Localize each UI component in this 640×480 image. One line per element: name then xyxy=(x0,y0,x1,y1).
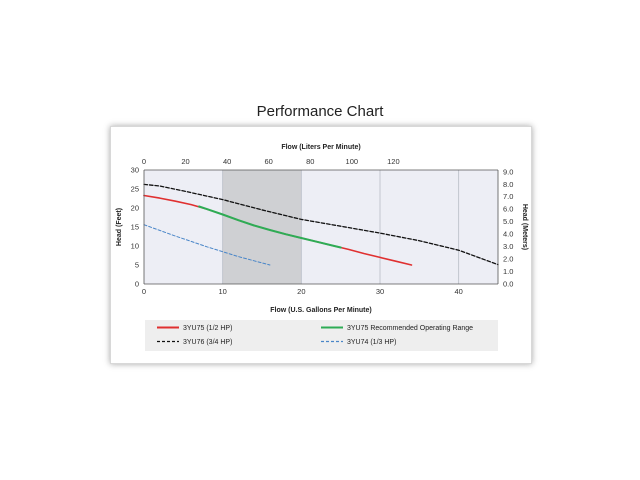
legend-label-4: 3YU74 (1/3 HP) xyxy=(347,339,396,346)
x2-axis-title: Flow (Liters Per Minute) xyxy=(281,144,360,151)
y-tick-label: 15 xyxy=(131,223,139,232)
legend-label-1: 3YU75 (1/2 HP) xyxy=(183,325,232,332)
y-tick-label: 0 xyxy=(135,280,139,289)
legend-label-2: 3YU75 Recommended Operating Range xyxy=(347,325,473,332)
y-tick-label: 30 xyxy=(131,166,139,175)
performance-chart: 0 10 20 30 40 0 20 40 60 80 100 120 0 5 10 15 20 25 30 0.0 1… xyxy=(116,144,528,351)
x-tick-label: 10 xyxy=(218,287,226,296)
y2-tick-label: 3.0 xyxy=(503,242,513,251)
x2-tick-label: 80 xyxy=(306,157,314,166)
y-tick-label: 25 xyxy=(131,185,139,194)
x2-tick-label: 60 xyxy=(265,157,273,166)
series-line-3 xyxy=(143,183,499,266)
series-line-4 xyxy=(143,224,271,266)
y2-tick-label: 1.0 xyxy=(503,267,513,276)
x-tick-label: 40 xyxy=(454,287,462,296)
x2-tick-label: 120 xyxy=(387,157,400,166)
x2-tick-label: 0 xyxy=(142,157,146,166)
y2-tick-label: 6.0 xyxy=(503,205,513,214)
legend: 3YU75 (1/2 HP) 3YU75 Recommended Operatin… xyxy=(145,320,498,351)
x2-tick-label: 100 xyxy=(346,157,359,166)
y-axis-title: Head (Feet) xyxy=(116,208,123,246)
x2-tick-label: 20 xyxy=(181,157,189,166)
x-tick-label: 0 xyxy=(142,287,146,296)
y2-tick-label: 5.0 xyxy=(503,217,513,226)
y2-tick-label: 2.0 xyxy=(503,255,513,264)
y2-tick-label: 4.0 xyxy=(503,230,513,239)
x-axis-title: Flow (U.S. Gallons Per Minute) xyxy=(270,307,372,314)
legend-box xyxy=(145,320,498,351)
y2-tick-label: 8.0 xyxy=(503,180,513,189)
plot-area xyxy=(144,170,498,284)
y-tick-label: 5 xyxy=(135,261,139,270)
series-line-2 xyxy=(198,205,342,249)
y2-axis-title: Head (Meters) xyxy=(521,204,528,250)
chart-card: 0 10 20 30 40 0 20 40 60 80 100 120 0 5 10 15 20 25 30 0.0 1… xyxy=(110,126,532,364)
page-title: Performance Chart xyxy=(256,103,384,120)
y2-tick-label: 0.0 xyxy=(503,280,513,289)
y2-tick-label: 7.0 xyxy=(503,192,513,201)
legend-label-3: 3YU76 (3/4 HP) xyxy=(183,339,232,346)
y2-tick-label: 9.0 xyxy=(503,167,513,176)
y-tick-label: 10 xyxy=(131,242,139,251)
x2-tick-label: 40 xyxy=(223,157,231,166)
y-tick-label: 20 xyxy=(131,204,139,213)
x-tick-label: 30 xyxy=(376,287,384,296)
x-tick-label: 20 xyxy=(297,287,305,296)
